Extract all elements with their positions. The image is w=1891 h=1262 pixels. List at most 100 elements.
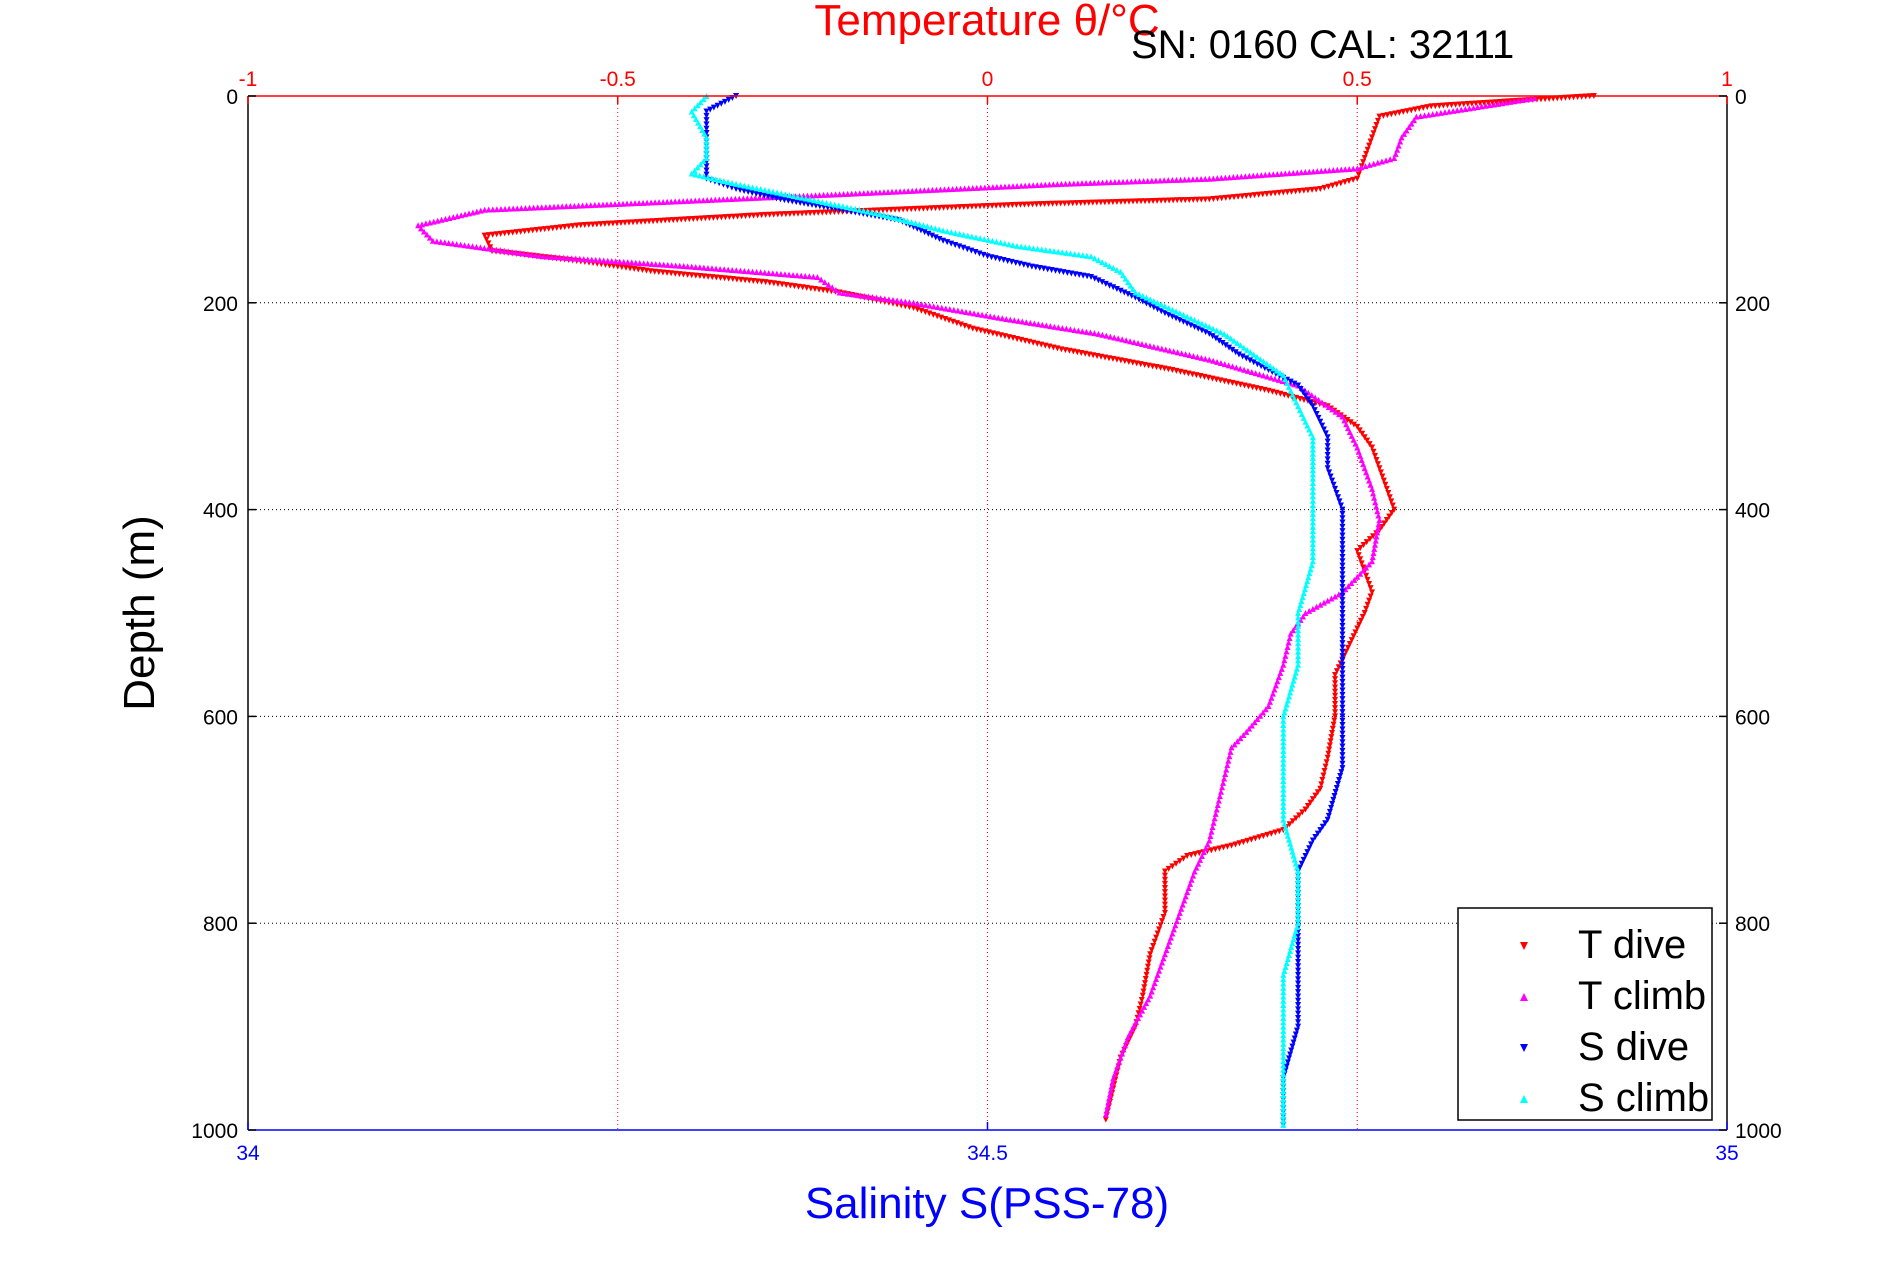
s-dive-point (1309, 837, 1316, 844)
s-dive-point (1243, 355, 1250, 362)
t-climb-point (688, 263, 695, 270)
s-climb-point (1287, 689, 1294, 696)
t-dive-point (702, 215, 709, 222)
t-climb-point (1329, 406, 1336, 413)
t-dive-point (908, 206, 915, 213)
t-dive-point (1069, 200, 1076, 207)
s-climb-point (1161, 303, 1168, 310)
t-climb-point (1087, 179, 1094, 186)
t-climb-point (564, 254, 571, 261)
s-climb-point (1263, 360, 1270, 367)
t-dive-point (1325, 750, 1332, 757)
t-dive-point (1161, 905, 1168, 912)
s-climb-point (1079, 252, 1086, 259)
s-dive-point (1339, 588, 1346, 595)
s-climb-point (1295, 640, 1302, 647)
t-climb-point (501, 247, 508, 254)
s-climb-point (1299, 594, 1306, 601)
s-climb-point (745, 183, 752, 190)
t-climb-point (454, 213, 461, 220)
s-climb-point (1290, 936, 1297, 943)
t-climb-point (802, 272, 809, 279)
s-dive-point (1339, 545, 1346, 552)
s-climb-point (1176, 310, 1183, 317)
t-climb-point (930, 303, 937, 310)
t-dive-point (493, 231, 500, 238)
t-climb-point (1224, 762, 1231, 769)
t-climb-point (1250, 172, 1257, 179)
t-climb-point (1115, 178, 1122, 185)
t-dive-point (1363, 605, 1370, 612)
t-dive-point (638, 218, 645, 225)
s-climb-point (729, 179, 736, 186)
s-climb-point (1280, 1023, 1287, 1030)
t-climb-point (704, 264, 711, 271)
t-climb-point (1346, 429, 1353, 436)
s-dive-point (1339, 756, 1346, 763)
t-climb-point (860, 190, 867, 197)
t-climb-point (505, 248, 512, 255)
t-climb-point (1242, 173, 1249, 180)
t-climb-point (1417, 113, 1424, 120)
s-climb-point (1198, 320, 1205, 327)
t-climb-point (1306, 607, 1313, 614)
t-climb-point (1458, 106, 1465, 113)
t-dive-point (1360, 159, 1367, 166)
s-climb-point (1234, 340, 1241, 347)
s-dive-point (1339, 575, 1346, 582)
t-climb-point (1087, 329, 1094, 336)
t-climb-point (576, 255, 583, 262)
left-axis-tick-label: 800 (203, 913, 238, 936)
s-climb-point (1280, 1053, 1287, 1060)
s-climb-point (1150, 298, 1157, 305)
t-climb-point (563, 203, 570, 210)
s-dive-point (703, 167, 710, 174)
t-climb-point (1169, 177, 1176, 184)
t-climb-point (530, 204, 537, 211)
t-climb-point (1030, 182, 1037, 189)
t-climb-point (1237, 735, 1244, 742)
s-dive-point (1304, 396, 1311, 403)
s-dive-point (1337, 502, 1344, 509)
s-dive-point (1295, 937, 1302, 944)
s-dive-point (1285, 1055, 1292, 1062)
t-climb-point (814, 273, 821, 280)
t-dive-point (706, 215, 713, 222)
t-dive-point (1153, 934, 1160, 941)
t-climb-point (1210, 357, 1217, 364)
t-dive-point (1332, 672, 1339, 679)
t-climb-point (1141, 1003, 1148, 1010)
s-dive-point (1306, 845, 1313, 852)
s-climb-point (1291, 395, 1298, 402)
t-climb-point (497, 206, 504, 213)
s-climb-point (1030, 245, 1037, 252)
t-climb-point (1026, 182, 1033, 189)
t-climb-point (1371, 541, 1378, 548)
series-s-climb (688, 93, 1316, 1128)
s-climb-point (908, 219, 915, 226)
s-climb-point (1280, 730, 1287, 737)
s-climb-point (819, 198, 826, 205)
s-climb-point (1280, 726, 1287, 733)
s-climb-point (1063, 249, 1070, 256)
t-climb-point (752, 194, 759, 201)
t-dive-point (1214, 195, 1221, 202)
t-dive-point (883, 207, 890, 214)
s-climb-point (1282, 705, 1289, 712)
t-dive-point (1267, 190, 1274, 197)
t-climb-point (1043, 322, 1050, 329)
s-dive-point (1113, 286, 1120, 293)
s-dive-point (1283, 1063, 1290, 1070)
t-climb-point (513, 249, 520, 256)
s-dive-point (1311, 407, 1318, 414)
data-points (415, 93, 1597, 1128)
s-dive-point (1206, 330, 1213, 337)
s-climb-point (1110, 264, 1117, 271)
t-dive-point (1364, 601, 1371, 608)
s-climb-point (1303, 582, 1310, 589)
t-dive-point (1361, 434, 1368, 441)
s-climb-point (703, 134, 710, 141)
s-dive-point (1339, 678, 1346, 685)
t-climb-point (740, 195, 747, 202)
t-climb-point (1173, 176, 1180, 183)
